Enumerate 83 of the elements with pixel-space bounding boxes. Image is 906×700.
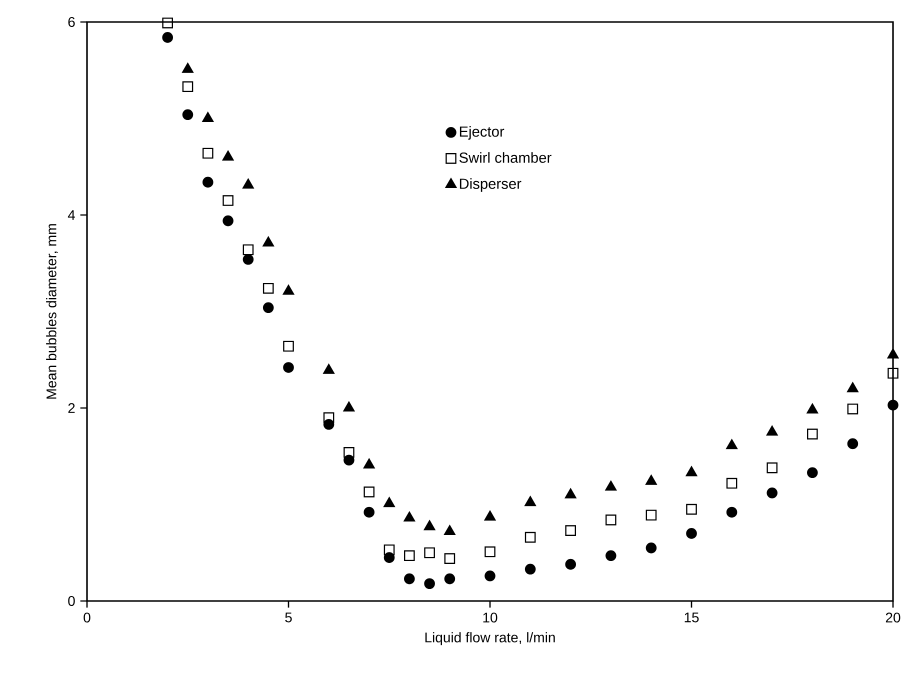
point (384, 544, 395, 556)
point (222, 215, 234, 226)
point (606, 550, 616, 562)
point (242, 254, 254, 265)
point (766, 488, 778, 498)
point (162, 18, 173, 28)
point (686, 528, 697, 539)
point (262, 282, 274, 294)
point (766, 462, 778, 474)
point (364, 486, 375, 498)
point (686, 466, 698, 476)
point (807, 428, 818, 440)
point (806, 403, 818, 414)
point (484, 510, 496, 521)
point (202, 112, 214, 122)
point (364, 506, 375, 518)
point (524, 564, 536, 575)
point (344, 446, 354, 458)
point (202, 176, 214, 188)
point (484, 546, 496, 558)
point (242, 178, 254, 189)
point (564, 488, 576, 498)
point (524, 532, 536, 543)
point (444, 553, 456, 564)
point (343, 402, 355, 412)
point (283, 340, 294, 352)
point (726, 478, 738, 489)
point (646, 510, 657, 521)
point (646, 542, 657, 554)
x-tick-label: 15 (684, 612, 699, 622)
point (162, 32, 174, 43)
point (524, 496, 536, 506)
point (605, 480, 617, 491)
point (202, 148, 214, 159)
point (404, 512, 416, 522)
y-tick-label: 4 (68, 210, 75, 220)
point (888, 368, 898, 379)
point (444, 573, 456, 584)
point (323, 412, 334, 424)
point (807, 467, 818, 478)
point (323, 364, 334, 374)
point (283, 362, 294, 373)
x-tick-label: 0 (84, 612, 90, 623)
point (222, 195, 234, 206)
point (444, 525, 456, 536)
point (726, 506, 738, 518)
point (484, 570, 496, 582)
point (222, 150, 234, 161)
point (262, 302, 274, 314)
point (182, 81, 194, 92)
y-tick-label: 0 (68, 596, 75, 606)
point (646, 474, 657, 485)
y-tick-label: 6 (68, 17, 75, 27)
point (282, 284, 294, 295)
point (847, 404, 858, 414)
point (404, 550, 415, 562)
x-tick-label: 10 (483, 612, 498, 623)
legend-label: Ejector (460, 126, 504, 140)
point (182, 109, 194, 120)
y-axis-title: Mean bubbles diameter, mm (46, 224, 58, 399)
legend-label: Swirl chamber (459, 152, 552, 163)
point (384, 497, 395, 508)
legend-label: Disperser (460, 178, 522, 192)
point (424, 547, 435, 558)
point (726, 439, 738, 450)
point (847, 382, 858, 392)
x-tick-label: 5 (285, 612, 292, 622)
point (242, 244, 254, 256)
x-axis-title: Liquid flow rate, l/min (425, 632, 555, 646)
point (363, 458, 375, 468)
point (565, 525, 576, 536)
point (424, 578, 435, 590)
point (565, 558, 576, 570)
point (847, 438, 858, 450)
point (262, 236, 274, 247)
point (424, 520, 436, 530)
y-tick-label: 2 (68, 403, 75, 413)
point (404, 573, 415, 584)
point (182, 62, 194, 73)
point (606, 514, 616, 526)
point (766, 426, 778, 436)
point (686, 504, 697, 515)
x-tick-label: 20 (886, 612, 900, 623)
